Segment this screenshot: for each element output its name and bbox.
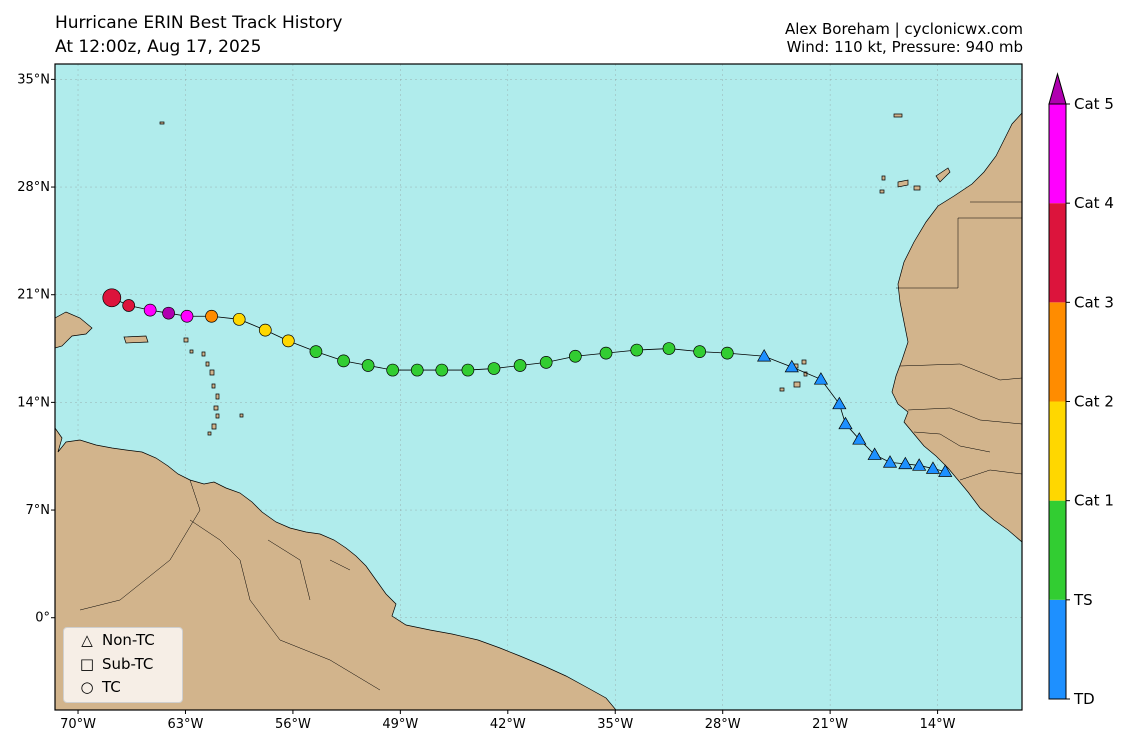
colorbar-tick-label: Cat 4 xyxy=(1074,194,1114,212)
colorbar-segment xyxy=(1049,599,1066,699)
track-point-triangle xyxy=(852,432,867,445)
track-point-triangle xyxy=(838,416,853,430)
credit-text: Alex Boreham | cyclonicwx.com xyxy=(784,20,1023,38)
colorbar-segment xyxy=(1049,302,1066,402)
track-point-triangle xyxy=(912,458,927,471)
land-puerto-rico xyxy=(123,335,149,344)
legend-label: Non-TC xyxy=(102,631,155,649)
track-point-triangle xyxy=(882,455,898,468)
track-point-triangle xyxy=(898,456,913,470)
track-point-circle xyxy=(361,359,375,372)
land-south-america xyxy=(55,427,617,710)
lat-tick-label: 35°N xyxy=(17,72,50,87)
track-point-circle xyxy=(630,343,644,357)
lon-tick-label: 42°W xyxy=(490,717,526,732)
land-small-isle xyxy=(159,121,165,125)
track-point-circle xyxy=(258,323,272,337)
colorbar-tick-label: TS xyxy=(1073,591,1093,609)
track-point-circle xyxy=(122,299,136,312)
lon-tick-label: 28°W xyxy=(705,717,741,732)
track-point-circle xyxy=(162,306,175,320)
lon-tick-label: 21°W xyxy=(812,717,848,732)
land-lesser-antilles xyxy=(183,337,244,436)
legend-label: TC xyxy=(102,678,121,696)
land-cape-verde xyxy=(779,359,808,392)
track-point-triangle xyxy=(938,464,953,477)
legend-item-tc: ○ TC xyxy=(72,677,121,697)
track-point-circle xyxy=(487,362,501,375)
track-point-circle xyxy=(143,303,157,317)
track-point-circle xyxy=(410,363,424,377)
legend-item-sub-tc: □ Sub-TC xyxy=(72,654,153,674)
track-point-triangle xyxy=(813,372,829,385)
track-point-triangle xyxy=(757,349,772,362)
track-point-circle xyxy=(461,363,475,377)
track-point-triangle xyxy=(867,447,882,460)
track-point-circle xyxy=(309,345,323,358)
colorbar-tick-label: Cat 2 xyxy=(1074,393,1114,411)
colorbar-segment xyxy=(1049,500,1066,600)
colorbar-tick-label: Cat 5 xyxy=(1074,95,1114,113)
legend-item-non-tc: △ Non-TC xyxy=(72,630,155,650)
lon-tick-label: 14°W xyxy=(920,717,956,732)
legend: △ Non-TC □ Sub-TC ○ TC xyxy=(63,627,183,703)
track-points xyxy=(102,288,953,477)
chart-subtitle: At 12:00z, Aug 17, 2025 xyxy=(55,37,262,57)
lat-tick-label: 28°N xyxy=(17,180,50,195)
track-point-triangle xyxy=(832,396,847,410)
lon-tick-labels: 70°W 63°W 56°W 49°W 42°W 35°W 28°W 21°W 14°W xyxy=(60,710,956,732)
land xyxy=(55,112,1022,710)
track-point-circle xyxy=(539,356,553,369)
lat-tick-label: 7°N xyxy=(26,503,51,518)
intensity-colorbar: TD TS Cat 1 Cat 2 Cat 3 Cat 4 Cat 5 xyxy=(1048,72,1114,708)
lat-tick-labels: 35°N 28°N 21°N 14°N 7°N 0° xyxy=(17,72,55,626)
colorbar-tick-label: Cat 3 xyxy=(1074,293,1114,311)
land-canary-islands xyxy=(879,167,951,194)
track-point-circle xyxy=(662,342,676,355)
track-point-circle xyxy=(720,346,734,360)
lon-tick-label: 56°W xyxy=(275,717,311,732)
colorbar-tick-label: TD xyxy=(1073,690,1095,708)
circle-icon: ○ xyxy=(80,678,94,696)
lon-tick-label: 70°W xyxy=(60,717,96,732)
track-point-circle xyxy=(693,345,707,358)
borders xyxy=(79,201,1022,691)
colorbar-segment xyxy=(1049,203,1066,303)
track-point-circle xyxy=(337,354,350,368)
track-point-circle xyxy=(386,363,400,377)
track-point-circle xyxy=(599,346,613,360)
track-point-circle xyxy=(435,363,449,377)
lat-tick-label: 21°N xyxy=(17,288,50,303)
intensity-text: Wind: 110 kt, Pressure: 940 mb xyxy=(786,38,1023,56)
track-point-circle xyxy=(281,334,295,348)
track-point-circle xyxy=(568,349,582,363)
current-position-marker xyxy=(102,288,122,308)
track-point-triangle xyxy=(784,359,799,373)
square-icon: □ xyxy=(79,655,95,673)
track-point-circle xyxy=(205,309,218,323)
chart-title: Hurricane ERIN Best Track History xyxy=(55,13,343,33)
legend-label: Sub-TC xyxy=(102,655,154,673)
colorbar-extend-arrow xyxy=(1048,72,1067,105)
triangle-icon: △ xyxy=(81,631,93,649)
land-madeira xyxy=(893,113,903,118)
lat-tick-label: 14°N xyxy=(17,395,50,410)
land-africa xyxy=(891,112,1022,543)
track-point-circle xyxy=(513,359,527,372)
lon-tick-label: 49°W xyxy=(382,717,418,732)
land-hispaniola xyxy=(55,311,93,349)
colorbar-segment xyxy=(1049,401,1066,501)
track-point-triangle xyxy=(925,461,941,474)
track-point-circle xyxy=(180,309,194,323)
lon-tick-label: 63°W xyxy=(168,717,204,732)
lon-tick-label: 35°W xyxy=(597,717,633,732)
map-frame xyxy=(54,63,1023,711)
colorbar-segment xyxy=(1049,104,1066,204)
track-point-circle xyxy=(232,312,246,326)
lat-tick-label: 0° xyxy=(35,611,50,626)
colorbar-tick-label: Cat 1 xyxy=(1074,492,1114,510)
